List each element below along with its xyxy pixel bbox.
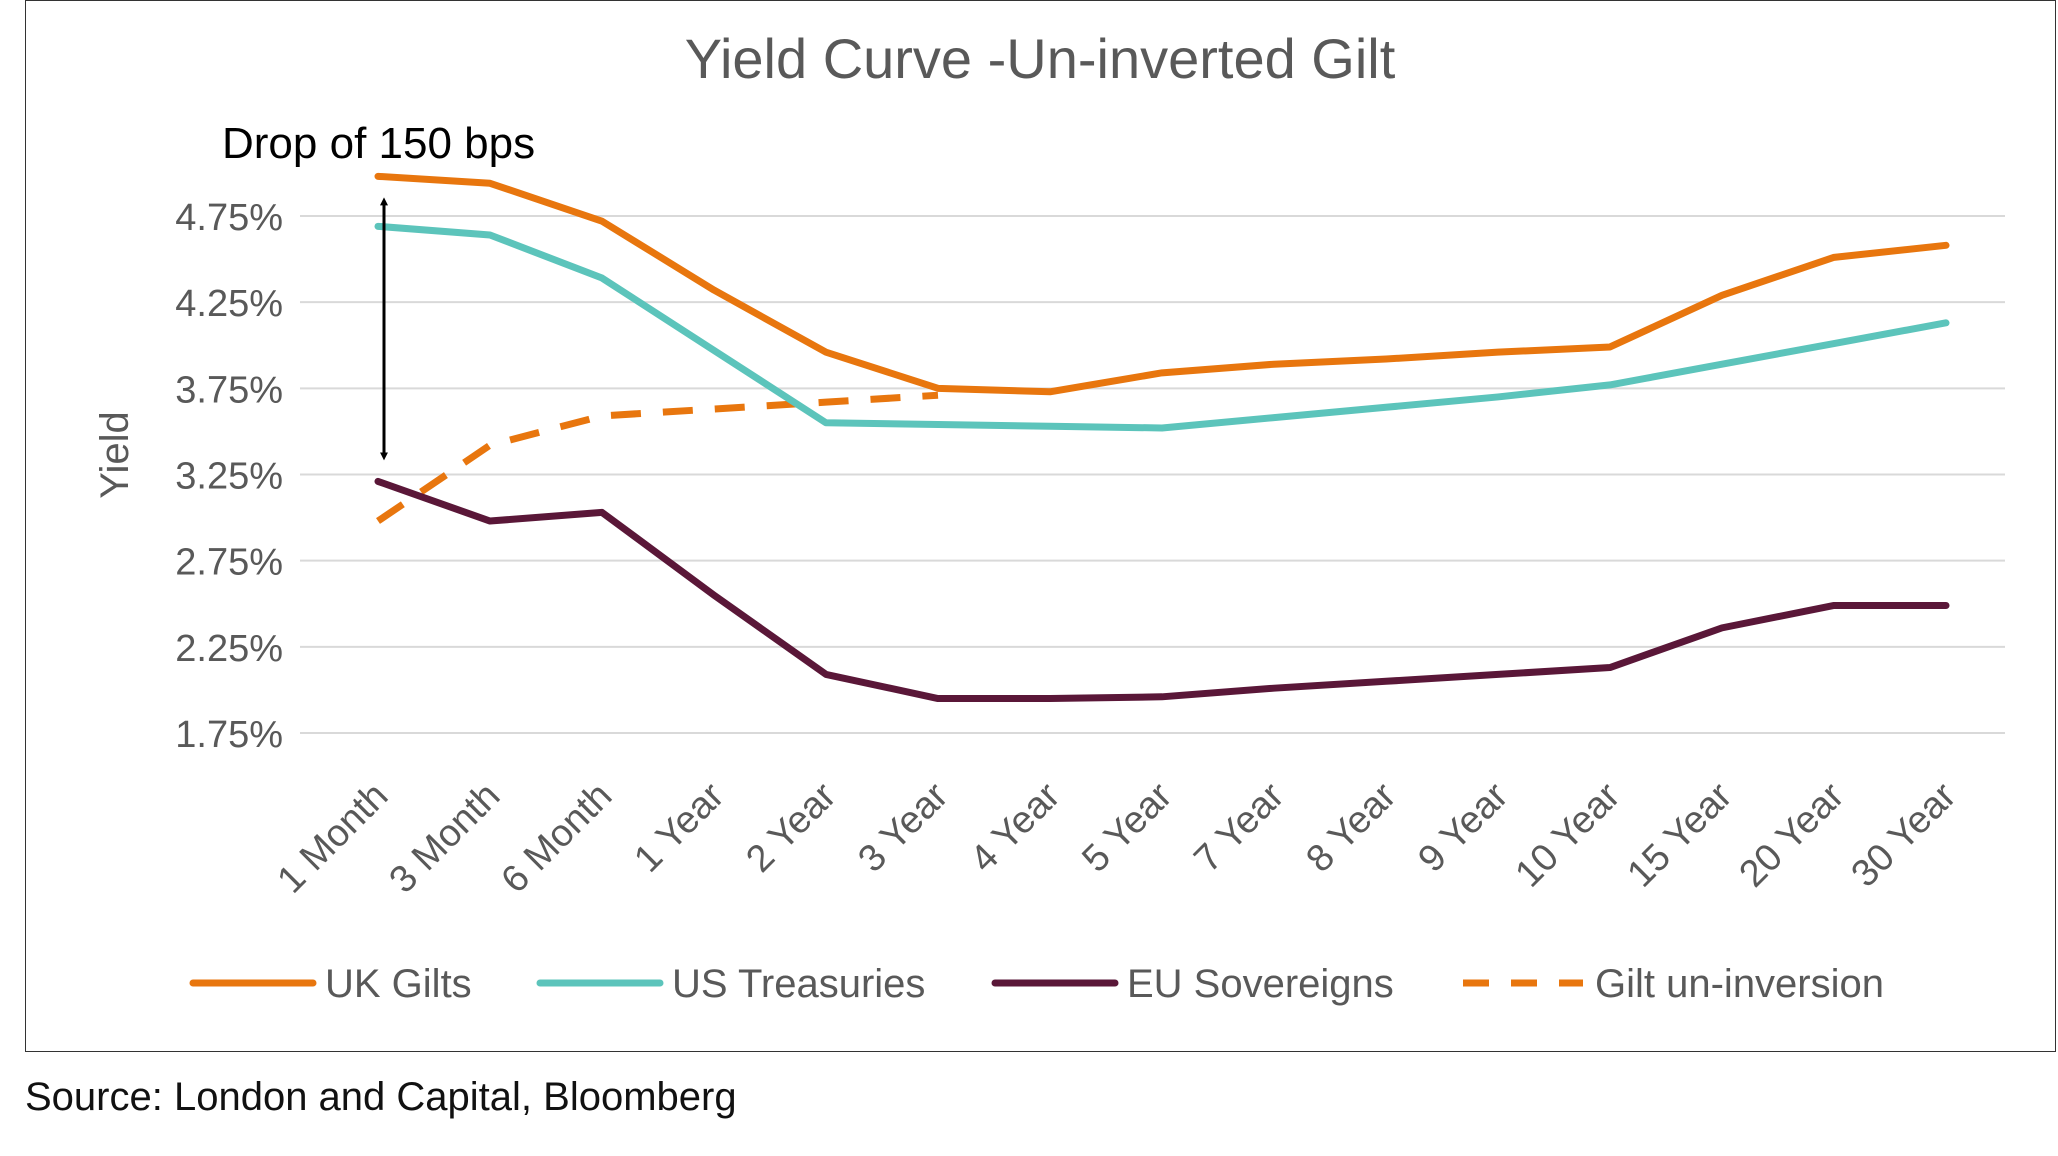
x-tick-label: 3 Year xyxy=(850,774,956,880)
x-tick-label: 3 Month xyxy=(382,775,509,902)
chart-frame xyxy=(25,0,2056,1052)
x-tick-label: 9 Year xyxy=(1410,774,1516,880)
y-axis-label: Yield xyxy=(93,411,137,498)
series-line-eu-sovereigns xyxy=(374,477,1950,703)
annotations: Drop of 150 bps xyxy=(222,119,535,461)
y-tick-label: 4.25% xyxy=(175,283,283,325)
legend: UK Gilts US Treasuries EU Sovereigns Gilt u… xyxy=(189,962,1884,1006)
x-tick-label: 30 Year xyxy=(1844,774,1965,895)
y-tick-label: 4.75% xyxy=(175,197,283,239)
gridlines xyxy=(300,215,2005,734)
series-line-us-treasuries xyxy=(374,222,1950,432)
y-tick-label: 1.75% xyxy=(175,714,283,756)
chart-title: Yield Curve -Un-inverted Gilt xyxy=(685,27,1396,90)
x-tick-label: 10 Year xyxy=(1508,774,1629,895)
series-lines xyxy=(374,172,1950,703)
x-tick-label: 1 Year xyxy=(626,774,732,880)
legend-label: EU Sovereigns xyxy=(1127,962,1394,1006)
series-line-uk-gilts xyxy=(374,172,1950,396)
y-tick-label: 2.75% xyxy=(175,542,283,584)
x-tick-label: 8 Year xyxy=(1298,774,1404,880)
y-tick-label: 2.25% xyxy=(175,628,283,670)
x-tick-label: 7 Year xyxy=(1186,774,1292,880)
x-tick-label: 4 Year xyxy=(962,774,1068,880)
source-note: Source: London and Capital, Bloomberg xyxy=(25,1075,737,1119)
x-tick-label: 6 Month xyxy=(494,775,621,902)
x-tick-label: 20 Year xyxy=(1732,774,1853,895)
x-tick-label: 15 Year xyxy=(1620,774,1741,895)
x-tick-label: 2 Year xyxy=(738,774,844,880)
legend-item-eu-sovereigns: EU Sovereigns xyxy=(991,962,1394,1006)
y-tick-label: 3.75% xyxy=(175,369,283,411)
y-tick-labels: 1.75% 2.25% 2.75% 3.25% 3.75% 4.25% 4.75% xyxy=(175,197,283,756)
y-tick-label: 3.25% xyxy=(175,456,283,498)
annotation-text: Drop of 150 bps xyxy=(222,119,535,168)
x-tick-label: 1 Month xyxy=(270,775,397,902)
x-tick-label: 5 Year xyxy=(1074,774,1180,880)
legend-label: UK Gilts xyxy=(325,962,472,1006)
legend-item-us-treasuries: US Treasuries xyxy=(536,962,925,1006)
series-line-gilt-un-inversion xyxy=(376,391,939,524)
legend-item-uk-gilts: UK Gilts xyxy=(189,962,472,1006)
legend-label: Gilt un-inversion xyxy=(1595,962,1884,1006)
legend-label: US Treasuries xyxy=(672,962,925,1006)
legend-item-gilt-un-inversion: Gilt un-inversion xyxy=(1463,962,1884,1006)
